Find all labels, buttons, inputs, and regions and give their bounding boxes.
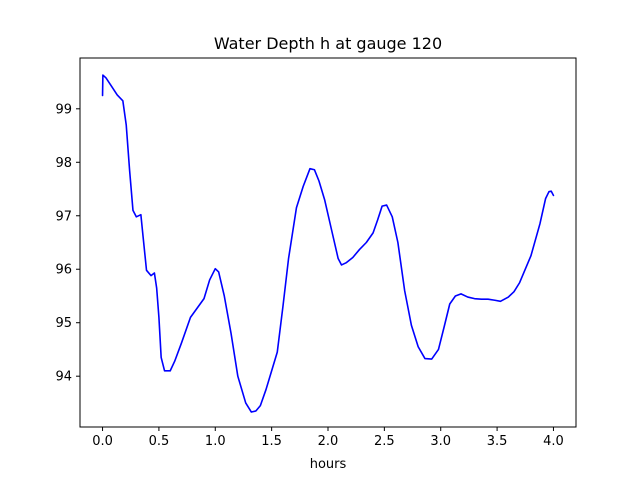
y-tick-label: 99 (55, 102, 72, 117)
x-axis-ticks: 0.0 0.5 1.0 1.5 2.0 2.5 3.0 3.5 4.0 (92, 427, 564, 449)
series-line-0 (101, 74, 555, 413)
x-tick-label: 1.5 (261, 434, 282, 449)
x-tick-label: 1.0 (205, 434, 226, 449)
y-tick-label: 94 (55, 370, 72, 385)
y-tick-label: 98 (55, 156, 72, 171)
x-tick-label: 3.0 (430, 434, 451, 449)
plot-area (101, 74, 555, 413)
y-tick-label: 96 (55, 263, 72, 278)
y-tick-label: 95 (55, 316, 72, 331)
y-axis-ticks: 94 95 96 97 98 99 (55, 102, 80, 385)
x-tick-label: 3.5 (487, 434, 508, 449)
x-tick-label: 2.0 (318, 434, 339, 449)
x-axis-label: hours (310, 457, 347, 472)
plot-frame (79, 57, 577, 428)
chart-title: Water Depth h at gauge 120 (214, 34, 442, 53)
x-tick-label: 2.5 (374, 434, 395, 449)
x-tick-label: 0.0 (92, 434, 113, 449)
x-tick-label: 4.0 (543, 434, 564, 449)
y-tick-label: 97 (55, 209, 72, 224)
x-tick-label: 0.5 (149, 434, 170, 449)
